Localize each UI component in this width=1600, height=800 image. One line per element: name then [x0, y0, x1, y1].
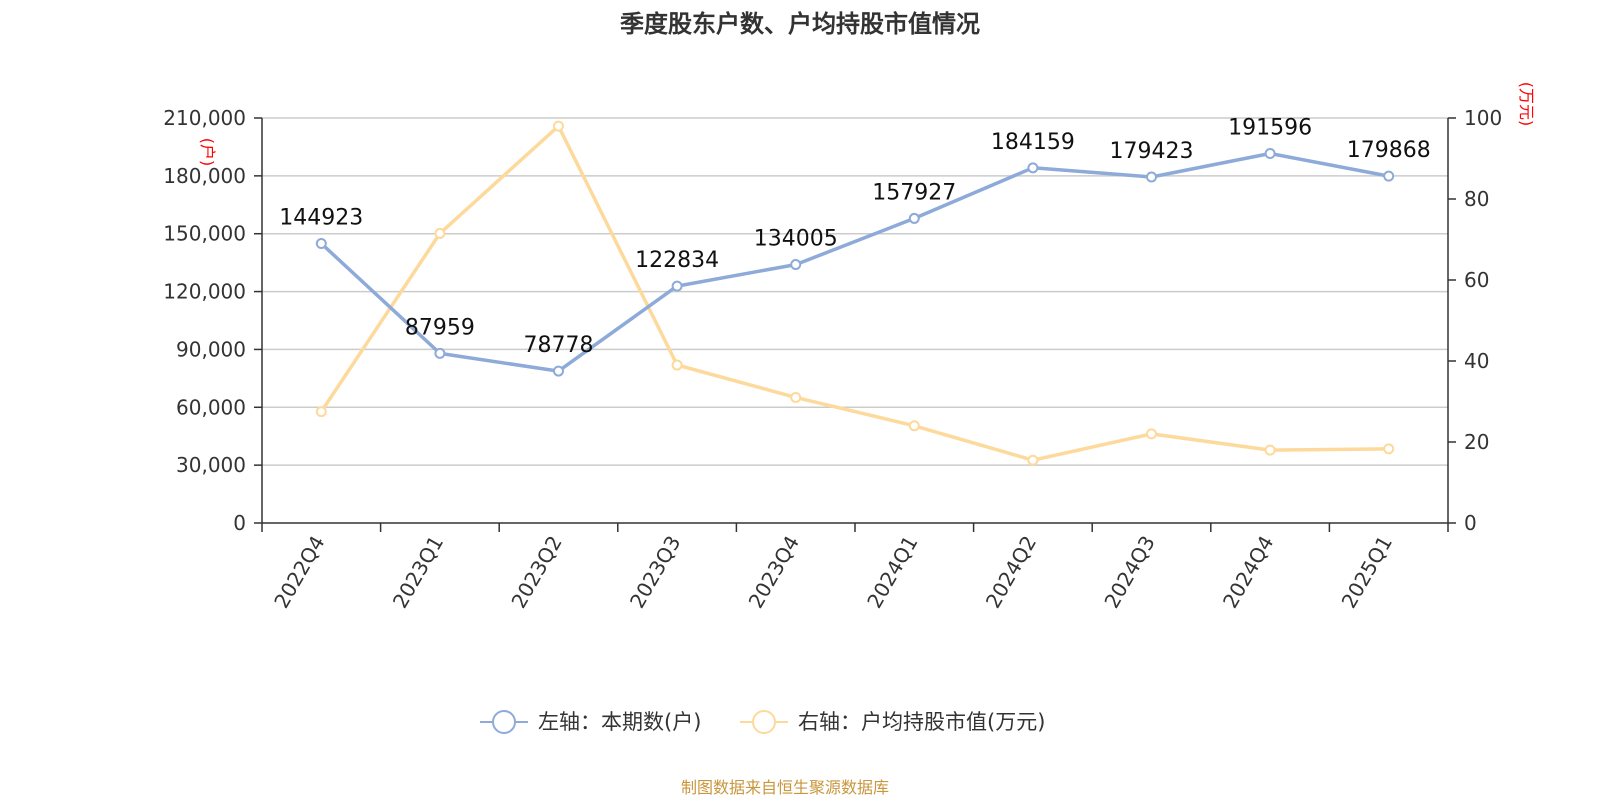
shareholder-count-point [908, 212, 920, 224]
avg-holding-value-point [1027, 454, 1039, 466]
data-label: 157927 [872, 180, 956, 205]
shareholder-count-line [320, 151, 1390, 373]
legend-marker [492, 710, 516, 734]
data-label: 134005 [754, 227, 838, 252]
data-label: 184159 [991, 130, 1075, 155]
left-tick-label: 180,000 [163, 164, 246, 188]
avg-holding-value-point [790, 391, 802, 403]
right-tick-label: 60 [1464, 268, 1489, 292]
x-tick-label: 2024Q2 [981, 532, 1041, 613]
legend-marker [752, 710, 776, 734]
avg-holding-value-point [671, 359, 683, 371]
avg-holding-value-point [1264, 444, 1276, 456]
axes: 0 30,000 60,000 90,000 120,000 150,000 180,000… [163, 106, 1502, 612]
data-label: 144923 [279, 206, 363, 231]
shareholder-count-point [790, 259, 802, 271]
avg-holding-value-point [434, 227, 446, 239]
source-note: 制图数据来自恒生聚源数据库 [681, 778, 889, 797]
chart-title: 季度股东户数、户均持股市值情况 [620, 10, 980, 38]
shareholder-count-point [553, 365, 564, 377]
data-label: 179423 [1110, 139, 1194, 164]
shareholder-count-point [315, 238, 327, 250]
shareholder-count-point [671, 280, 683, 292]
right-tick-label: 20 [1464, 430, 1489, 454]
right-tick-label: 40 [1464, 349, 1489, 373]
x-tick-label: 2025Q1 [1337, 532, 1397, 613]
left-tick-label: 90,000 [176, 337, 246, 361]
avg-holding-value-point [1383, 443, 1395, 455]
left-tick-label: 210,000 [163, 106, 246, 130]
data-labels: 144923 87959 78778 122834 134005 157927 184159… [279, 115, 1430, 358]
data-label: 122834 [635, 248, 719, 273]
left-tick-label: 60,000 [176, 395, 246, 419]
x-tick-label: 2023Q1 [388, 532, 448, 613]
data-label: 191596 [1228, 115, 1312, 140]
left-tick-label: 150,000 [163, 222, 246, 246]
data-label: 179868 [1347, 138, 1431, 163]
shareholder-count-point [1146, 171, 1157, 183]
shareholder-count-point [434, 347, 446, 359]
left-axis-unit: (户) [198, 138, 217, 167]
left-tick-label: 30,000 [176, 453, 246, 477]
avg-holding-value-point [1146, 428, 1157, 440]
avg-holding-value-point [908, 420, 920, 432]
shareholder-count-point [1027, 162, 1039, 174]
left-tick-label: 120,000 [163, 280, 246, 304]
legend-label: 右轴：户均持股市值(万元) [798, 710, 1045, 734]
x-tick-label: 2024Q3 [1099, 532, 1159, 613]
left-tick-label: 0 [233, 511, 246, 535]
series-layer [315, 120, 1395, 466]
data-label: 87959 [405, 315, 475, 340]
right-tick-label: 100 [1464, 106, 1502, 130]
avg-holding-value-line [319, 124, 1389, 462]
legend-label: 左轴：本期数(户) [538, 710, 701, 734]
x-tick-label: 2023Q4 [744, 532, 804, 613]
right-tick-label: 0 [1464, 511, 1477, 535]
x-tick-label: 2023Q3 [625, 532, 685, 613]
x-tick-label: 2024Q1 [862, 532, 922, 613]
shareholder-count-point [1264, 147, 1276, 159]
right-tick-label: 80 [1464, 187, 1489, 211]
legend: 左轴：本期数(户) 右轴：户均持股市值(万元) [480, 710, 1045, 734]
gridlines [262, 117, 1448, 466]
x-tick-label: 2023Q2 [506, 532, 566, 613]
avg-holding-value-point [553, 120, 564, 132]
avg-holding-value-point [315, 406, 327, 418]
shareholder-count-point [1383, 170, 1395, 182]
data-label: 78778 [524, 333, 594, 358]
right-axis-unit: (万元) [1517, 82, 1536, 127]
x-tick-label: 2022Q4 [269, 532, 329, 613]
x-tick-label: 2024Q4 [1218, 532, 1278, 613]
